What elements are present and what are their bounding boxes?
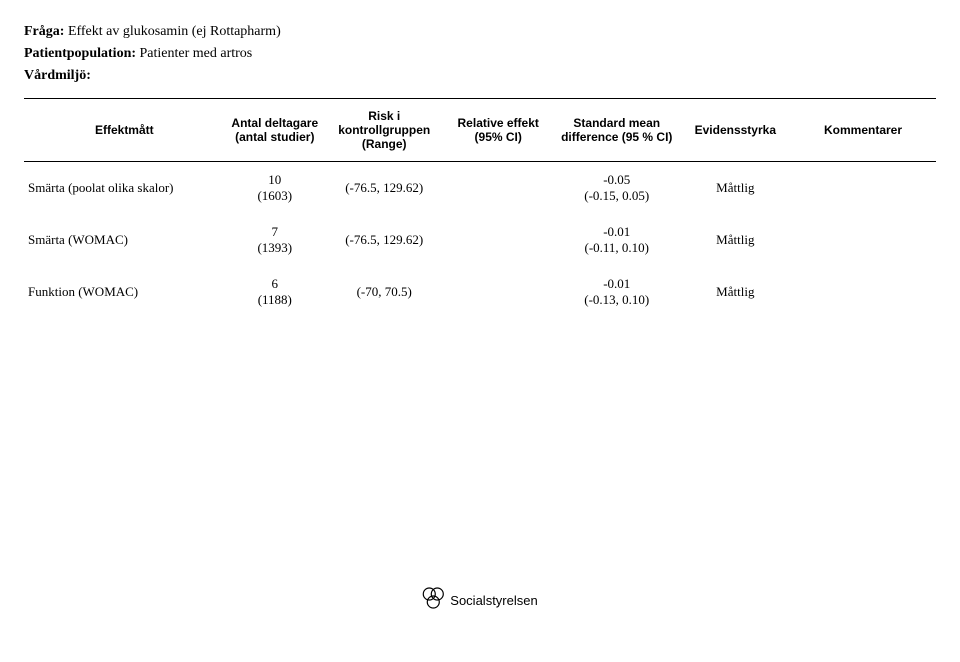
fraga-value: Effekt av glukosamin (ej Rottapharm) — [68, 24, 281, 39]
patientpop-value: Patienter med artros — [140, 46, 253, 61]
cell-relative — [443, 162, 552, 215]
table-row: Smärta (WOMAC) 7 (1393) (-76.5, 129.62) … — [24, 214, 936, 266]
col-smd: Standard mean difference (95 % CI) — [553, 99, 681, 162]
cell-risk: (-76.5, 129.62) — [325, 162, 444, 215]
logo-text: Socialstyrelsen — [450, 593, 537, 608]
cell-smd: -0.05 (-0.15, 0.05) — [553, 162, 681, 215]
cell-effektmatt: Smärta (WOMAC) — [24, 214, 225, 266]
socialstyrelsen-icon — [422, 587, 444, 614]
deltagare-n: 6 — [272, 276, 279, 291]
fraga-label: Fråga: — [24, 24, 64, 39]
col-risk: Risk i kontrollgruppen (Range) — [325, 99, 444, 162]
cell-evidens: Måttlig — [681, 266, 790, 318]
cell-evidens: Måttlig — [681, 162, 790, 215]
cell-risk: (-70, 70.5) — [325, 266, 444, 318]
cell-effektmatt: Funktion (WOMAC) — [24, 266, 225, 318]
cell-deltagare: 7 (1393) — [225, 214, 325, 266]
cell-smd: -0.01 (-0.11, 0.10) — [553, 214, 681, 266]
table-header-row: Effektmått Antal deltagare (antal studie… — [24, 99, 936, 162]
vardmiljo-label: Vårdmiljö: — [24, 68, 91, 83]
footer-logo: Socialstyrelsen — [422, 587, 537, 614]
cell-smd: -0.01 (-0.13, 0.10) — [553, 266, 681, 318]
header-section: Fråga: Effekt av glukosamin (ej Rottapha… — [24, 24, 936, 84]
smd-val: -0.01 — [603, 224, 630, 239]
cell-relative — [443, 214, 552, 266]
col-deltagare: Antal deltagare (antal studier) — [225, 99, 325, 162]
smd-val: -0.01 — [603, 276, 630, 291]
col-relative: Relative effekt (95% CI) — [443, 99, 552, 162]
cell-deltagare: 10 (1603) — [225, 162, 325, 215]
cell-risk: (-76.5, 129.62) — [325, 214, 444, 266]
cell-deltagare: 6 (1188) — [225, 266, 325, 318]
cell-kommentarer — [790, 162, 936, 215]
deltagare-studies: (1188) — [258, 292, 292, 307]
deltagare-studies: (1603) — [257, 188, 292, 203]
cell-effektmatt: Smärta (poolat olika skalor) — [24, 162, 225, 215]
deltagare-n: 10 — [268, 172, 281, 187]
header-fraga: Fråga: Effekt av glukosamin (ej Rottapha… — [24, 24, 936, 40]
header-vardmiljo: Vårdmiljö: — [24, 68, 936, 84]
smd-ci: (-0.11, 0.10) — [585, 240, 650, 255]
smd-val: -0.05 — [603, 172, 630, 187]
col-effektmatt: Effektmått — [24, 99, 225, 162]
evidence-table: Effektmått Antal deltagare (antal studie… — [24, 98, 936, 318]
cell-evidens: Måttlig — [681, 214, 790, 266]
cell-relative — [443, 266, 552, 318]
deltagare-n: 7 — [272, 224, 279, 239]
col-kommentarer: Kommentarer — [790, 99, 936, 162]
patientpop-label: Patientpopulation: — [24, 46, 136, 61]
smd-ci: (-0.13, 0.10) — [584, 292, 649, 307]
smd-ci: (-0.15, 0.05) — [584, 188, 649, 203]
table-row: Funktion (WOMAC) 6 (1188) (-70, 70.5) -0… — [24, 266, 936, 318]
deltagare-studies: (1393) — [257, 240, 292, 255]
table-row: Smärta (poolat olika skalor) 10 (1603) (… — [24, 162, 936, 215]
cell-kommentarer — [790, 214, 936, 266]
cell-kommentarer — [790, 266, 936, 318]
col-evidens: Evidensstyrka — [681, 99, 790, 162]
header-patientpop: Patientpopulation: Patienter med artros — [24, 46, 936, 62]
